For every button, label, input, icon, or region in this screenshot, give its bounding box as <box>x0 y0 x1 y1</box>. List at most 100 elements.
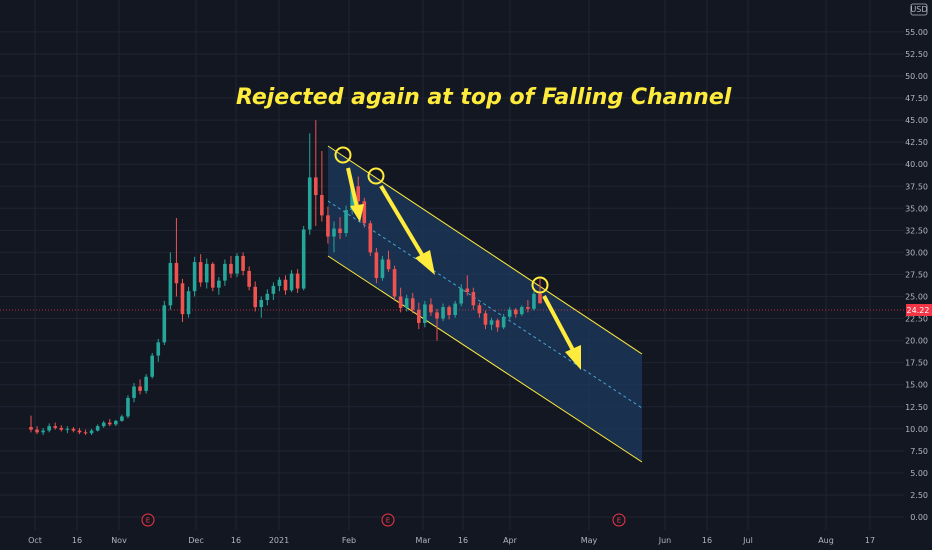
x-tick-label: 16 <box>231 536 241 545</box>
candle-body <box>29 427 33 430</box>
y-tick-label: 20.00 <box>905 337 928 346</box>
channel-upper-line[interactable] <box>327 145 643 355</box>
candle-body <box>132 386 136 398</box>
earnings-badge[interactable]: E <box>381 513 395 527</box>
x-tick-label: 16 <box>458 536 468 545</box>
time-axis[interactable]: Oct 16 Nov Dec 16 2021 Feb Mar 16 Apr May Jun 16 Jul A… <box>28 536 875 545</box>
candle-body <box>429 304 433 313</box>
candle-body <box>356 186 361 202</box>
current-price-label: 24.22 <box>907 306 930 315</box>
candle-body <box>501 316 506 328</box>
price-axis[interactable]: 55.00 52.50 50.00 47.50 45.00 42.50 40.00 37.50… <box>905 28 928 522</box>
earnings-badge-label: E <box>146 517 150 525</box>
rejection-circle <box>367 167 385 185</box>
x-tick-label: Dec <box>188 536 203 545</box>
candle-body <box>223 263 227 281</box>
candle-body <box>301 229 306 289</box>
candle-body <box>423 304 427 323</box>
candle-body <box>459 288 464 304</box>
candle-body <box>192 262 197 292</box>
candle-body <box>47 426 51 431</box>
candle-body <box>180 283 185 315</box>
y-tick-label: 17.50 <box>905 359 928 368</box>
candle-body <box>107 422 112 425</box>
y-tick-label: 50.00 <box>905 72 928 81</box>
channel-lower-line[interactable] <box>327 255 643 463</box>
earnings-badge[interactable]: E <box>612 513 626 527</box>
candle-body <box>410 298 415 310</box>
arrow-shaft <box>346 167 359 209</box>
y-tick-label: 40.00 <box>905 160 928 169</box>
candle-body <box>283 279 288 291</box>
arrow-head <box>415 250 435 275</box>
earnings-badge-circle <box>141 513 155 527</box>
y-tick-label: 2.50 <box>910 491 928 500</box>
falling-channel[interactable] <box>327 145 643 463</box>
channel-mid-line <box>327 200 643 409</box>
candle-body <box>538 293 542 304</box>
y-tick-label: 15.00 <box>905 381 928 390</box>
candle-body <box>138 386 142 391</box>
candle-body <box>162 305 167 343</box>
earnings-badge-label: E <box>617 517 621 525</box>
x-tick-label: 17 <box>865 536 875 545</box>
candle-body <box>120 416 124 421</box>
candle-body <box>114 420 118 425</box>
candle-body <box>344 210 348 233</box>
candle-body <box>59 427 64 430</box>
candle-body <box>471 292 476 306</box>
candle-body <box>507 309 512 317</box>
y-tick-label: 55.00 <box>905 28 928 37</box>
candle-body <box>144 376 148 391</box>
candle-body <box>168 262 173 306</box>
candle-body <box>520 307 524 315</box>
candle-body <box>368 223 373 253</box>
currency-badge: USD <box>910 3 928 16</box>
candle-body <box>95 426 100 431</box>
candle-body <box>386 259 391 270</box>
earnings-badge-circle <box>381 513 395 527</box>
candle-body <box>320 195 324 216</box>
x-tick-label: Mar <box>415 536 431 545</box>
x-tick-label: 16 <box>72 536 82 545</box>
candle-body <box>174 262 179 284</box>
earnings-badge-circle <box>612 513 626 527</box>
currency-label: USD <box>910 5 927 14</box>
candle-body <box>150 355 154 377</box>
candle-body <box>217 280 221 288</box>
candle-body <box>532 293 536 309</box>
candle-body <box>489 320 494 325</box>
candle-body <box>332 228 336 237</box>
arrow-shaft <box>542 295 576 353</box>
candle-body <box>307 177 312 230</box>
x-tick-label: Aug <box>818 536 834 545</box>
x-tick-label: Jul <box>742 536 753 545</box>
x-tick-label: May <box>581 536 598 545</box>
candle-body <box>89 430 94 434</box>
y-tick-label: 30.00 <box>905 248 928 257</box>
candle-body <box>526 307 530 309</box>
y-tick-label: 7.50 <box>910 447 928 456</box>
candle-body <box>229 263 233 274</box>
x-tick-label: Feb <box>342 536 356 545</box>
candle-body <box>453 303 457 316</box>
candle-body <box>265 293 270 301</box>
earnings-badge[interactable]: E <box>141 513 155 527</box>
candle-body <box>495 320 500 328</box>
candle-body <box>326 215 330 237</box>
y-tick-label: 37.50 <box>905 182 928 191</box>
candle-body <box>271 285 276 294</box>
candle-body <box>277 279 282 286</box>
rejection-circle <box>531 276 549 294</box>
candle-body <box>350 186 354 211</box>
candles <box>29 120 542 435</box>
candle-body <box>198 262 203 283</box>
y-tick-label: 0.00 <box>910 513 928 522</box>
candle-body <box>398 296 403 308</box>
x-tick-label: Apr <box>503 536 518 545</box>
candle-body <box>441 307 445 319</box>
candle-body <box>435 312 439 319</box>
candle-body <box>417 309 421 323</box>
candle-body <box>447 307 451 316</box>
